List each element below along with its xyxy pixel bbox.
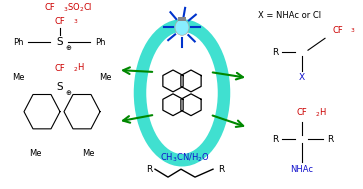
Text: X = NHAc or Cl: X = NHAc or Cl xyxy=(258,11,322,20)
Text: CF: CF xyxy=(54,17,65,26)
Text: Me: Me xyxy=(29,149,41,158)
Text: $_3$SO$_2$Cl: $_3$SO$_2$Cl xyxy=(63,1,93,14)
Text: CF: CF xyxy=(54,64,65,73)
Text: CF: CF xyxy=(333,26,343,35)
Text: $_3$: $_3$ xyxy=(350,26,355,35)
Text: CH$_3$CN/H$_2$O: CH$_3$CN/H$_2$O xyxy=(160,151,210,163)
Text: $_2$H: $_2$H xyxy=(73,62,85,74)
Text: $_2$H: $_2$H xyxy=(315,106,327,119)
Text: CF: CF xyxy=(45,3,56,12)
Text: Ph: Ph xyxy=(13,38,23,47)
Text: S: S xyxy=(57,37,63,47)
Text: ⊕: ⊕ xyxy=(65,45,71,51)
Text: Me: Me xyxy=(12,74,24,82)
Text: CF: CF xyxy=(297,108,307,117)
Text: Me: Me xyxy=(99,74,111,82)
Text: R: R xyxy=(218,165,224,174)
Text: Ph: Ph xyxy=(95,38,105,47)
Ellipse shape xyxy=(175,19,189,35)
Text: R: R xyxy=(327,135,333,144)
Text: ⊕: ⊕ xyxy=(65,90,71,96)
Ellipse shape xyxy=(140,26,224,160)
Bar xyxy=(178,18,186,22)
Text: Me: Me xyxy=(82,149,94,158)
Text: S: S xyxy=(57,82,63,92)
Text: R: R xyxy=(146,165,152,174)
Text: $_3$: $_3$ xyxy=(73,17,78,26)
Text: R: R xyxy=(272,48,278,57)
Text: X: X xyxy=(299,74,305,82)
Text: NHAc: NHAc xyxy=(290,165,314,174)
Text: R: R xyxy=(272,135,278,144)
